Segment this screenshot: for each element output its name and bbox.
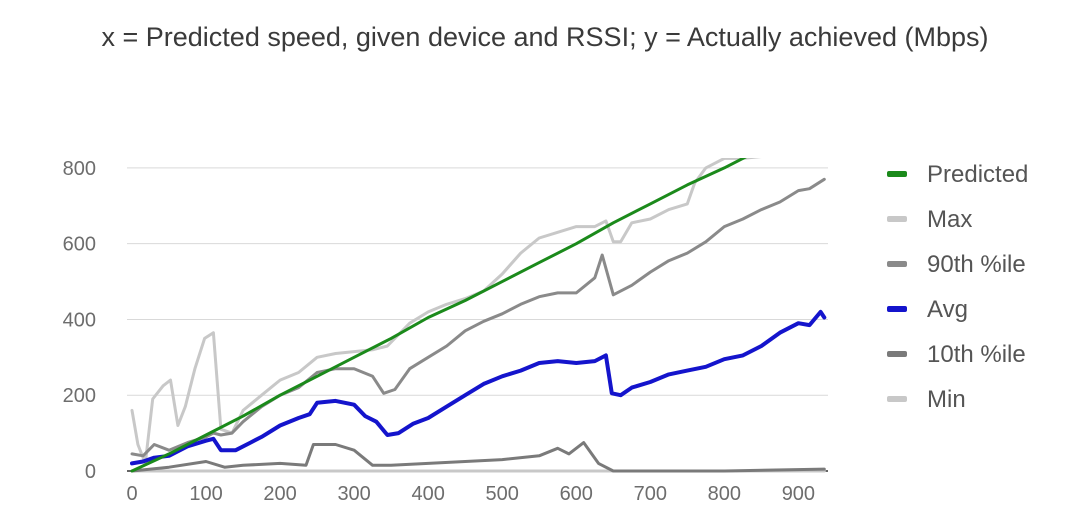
y-tick-label: 200 bbox=[63, 385, 96, 407]
x-tick-label: 100 bbox=[189, 483, 222, 505]
series-line-90th-ile bbox=[130, 177, 826, 458]
x-tick-label: 700 bbox=[634, 483, 667, 505]
x-tick-label: 500 bbox=[486, 483, 519, 505]
legend-label-max: Max bbox=[927, 206, 972, 233]
y-tick-label: 400 bbox=[63, 309, 96, 331]
chart-title: x = Predicted speed, given device and RS… bbox=[101, 22, 989, 52]
series-line-predicted bbox=[130, 158, 747, 473]
legend-swatch-90th-ile bbox=[887, 261, 907, 267]
x-tick-label: 0 bbox=[126, 483, 137, 505]
series-lines bbox=[130, 158, 827, 473]
legend-swatch-10th-ile bbox=[887, 351, 907, 357]
axis-ticks: 0 200 400 600 800 0 100 200 300 400 500 600 700 800 90… bbox=[63, 158, 815, 505]
legend-swatch-max bbox=[887, 216, 907, 222]
legend-label-min: Min bbox=[927, 386, 966, 413]
x-tick-label: 600 bbox=[560, 483, 593, 505]
legend-swatch-predicted bbox=[887, 171, 907, 177]
series-line-10th-ile bbox=[130, 441, 826, 473]
y-tick-label: 800 bbox=[63, 158, 96, 180]
legend-label-avg: Avg bbox=[927, 296, 968, 323]
legend: Predicted Max 90th %ile Avg 10th %ile Min bbox=[887, 161, 1028, 413]
x-tick-label: 200 bbox=[263, 483, 296, 505]
y-tick-label: 0 bbox=[85, 461, 96, 483]
y-tick-label: 600 bbox=[63, 234, 96, 256]
gridlines bbox=[127, 167, 828, 472]
x-tick-label: 300 bbox=[337, 483, 370, 505]
x-tick-label: 900 bbox=[782, 483, 815, 505]
legend-label-predicted: Predicted bbox=[927, 161, 1028, 188]
legend-swatch-avg bbox=[887, 306, 907, 312]
legend-label-90th-ile: 90th %ile bbox=[927, 251, 1026, 278]
x-tick-label: 800 bbox=[708, 483, 741, 505]
legend-label-10th-ile: 10th %ile bbox=[927, 341, 1026, 368]
series-line-avg bbox=[130, 309, 827, 466]
x-tick-label: 400 bbox=[411, 483, 444, 505]
series-line-max bbox=[130, 158, 780, 465]
legend-swatch-min bbox=[887, 396, 907, 402]
